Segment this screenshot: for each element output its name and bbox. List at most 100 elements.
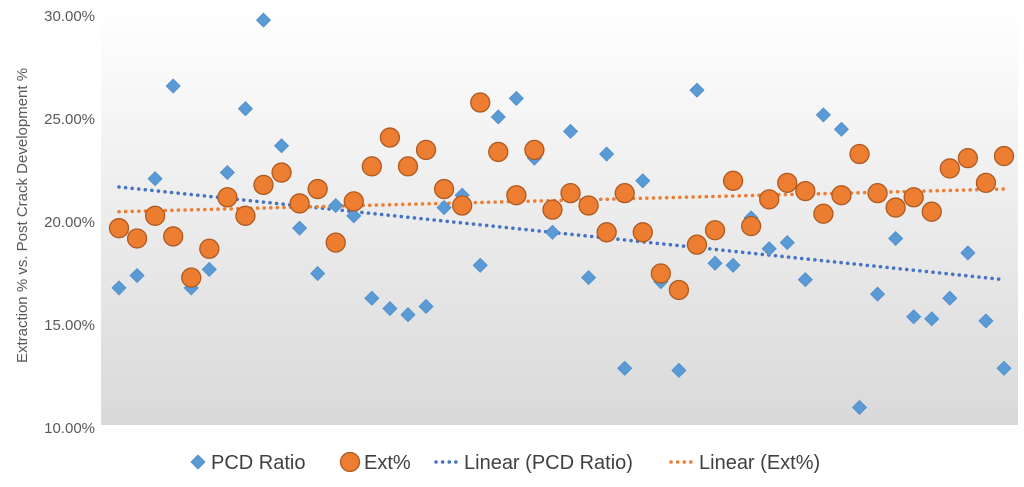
ext-percent-point	[524, 139, 545, 161]
ext-percent-point	[163, 226, 184, 247]
pcd-ratio-point	[581, 270, 597, 286]
ext-percent-point	[289, 193, 310, 214]
ext-percent-point	[578, 195, 599, 216]
trendline-ext-percent	[117, 187, 1006, 214]
pcd-ratio-point	[888, 230, 904, 247]
pcd-ratio-point	[761, 241, 777, 257]
ext-percent-point	[650, 263, 671, 284]
ext-percent-point	[126, 228, 148, 249]
ext-percent-point	[415, 139, 437, 161]
ext-percent-point	[181, 267, 202, 288]
ext-percent-point	[614, 183, 635, 204]
pcd-ratio-point	[544, 224, 561, 240]
legend-label-linear-ext-percent: Linear (Ext%)	[699, 452, 820, 474]
ext-percent-point	[397, 156, 419, 177]
y-axis-title: Extraction % vs. Post Crack Development …	[14, 68, 31, 363]
ext-percent-point	[271, 162, 292, 183]
pcd-ratio-point	[779, 235, 795, 251]
ext-percent-point	[939, 158, 960, 179]
ext-percent-point	[975, 172, 997, 194]
pcd-ratio-point	[129, 267, 145, 284]
ext-percent-point	[777, 172, 798, 194]
pcd-ratio-point	[671, 362, 687, 378]
pcd-ratio-point	[978, 313, 994, 329]
pcd-ratio-point	[924, 311, 940, 327]
ext-percent-point	[361, 156, 383, 177]
ext-percent-point	[632, 222, 653, 243]
pcd-ratio-point	[255, 12, 272, 28]
ext-percent-point	[813, 203, 834, 224]
pcd-ratio-point	[346, 208, 362, 224]
y-tick-label: 30.00%	[44, 8, 95, 25]
ext-percent-point	[921, 201, 942, 222]
pcd-ratio-point	[689, 82, 705, 98]
pcd-ratio-point	[382, 300, 398, 317]
ext-percent-point	[379, 127, 401, 148]
legend-marker-ext-percent	[339, 451, 361, 473]
pcd-ratio-point	[436, 200, 452, 216]
ext-percent-point	[722, 170, 744, 191]
ext-percent-point	[433, 178, 455, 200]
pcd-ratio-point	[364, 290, 380, 306]
ext-percent-point	[217, 187, 238, 208]
ext-percent-point	[993, 145, 1015, 167]
pcd-ratio-point	[219, 164, 235, 181]
ext-percent-point	[686, 234, 708, 255]
pcd-ratio-point	[400, 307, 416, 323]
pcd-ratio-point	[508, 90, 524, 106]
ext-percent-point	[199, 238, 220, 259]
y-axis: 10.00% 15.00% 20.00% 25.00% 30.00%	[44, 8, 95, 437]
ext-percent-point	[903, 187, 924, 208]
pcd-ratio-point	[237, 101, 253, 117]
ext-percent-point	[740, 215, 762, 237]
ext-percent-point	[759, 189, 780, 210]
pcd-ratio-point	[165, 78, 181, 94]
pcd-ratio-point	[906, 309, 922, 325]
pcd-ratio-point	[111, 280, 127, 296]
y-tick-label: 10.00%	[44, 420, 95, 437]
pcd-ratio-point	[201, 261, 217, 277]
pcd-ratio-point	[833, 121, 850, 137]
pcd-ratio-point	[418, 298, 434, 315]
ext-percent-point	[144, 205, 166, 226]
ext-percent-point	[795, 180, 816, 202]
ext-percent-point	[108, 218, 130, 239]
pcd-ratio-point	[147, 171, 163, 187]
ext-percent-point	[596, 222, 617, 243]
ext-percent-point	[452, 195, 473, 216]
pcd-ratio-point	[490, 109, 506, 125]
ext-percent-point	[253, 174, 274, 196]
series-pcd-ratio	[111, 12, 1012, 415]
pcd-ratio-point	[815, 107, 831, 123]
pcd-ratio-point	[328, 197, 344, 214]
pcd-ratio-point	[996, 360, 1012, 376]
pcd-ratio-point	[635, 173, 651, 189]
legend-label-ext-percent: Ext%	[364, 452, 411, 474]
pcd-ratio-point	[310, 265, 326, 282]
ext-percent-point	[560, 183, 581, 204]
pcd-ratio-point	[960, 245, 976, 261]
ext-percent-point	[957, 147, 979, 169]
ext-percent-point	[325, 232, 346, 253]
ext-percent-point	[704, 220, 726, 241]
y-tick-label: 25.00%	[44, 111, 95, 128]
pcd-ratio-point	[851, 399, 868, 415]
pcd-ratio-point	[562, 123, 579, 139]
ext-percent-point	[831, 185, 852, 206]
ext-percent-point	[668, 279, 690, 301]
legend-label-linear-pcd-ratio: Linear (PCD Ratio)	[464, 452, 633, 474]
pcd-ratio-point	[599, 146, 615, 162]
legend: PCD Ratio Ext% Linear (PCD Ratio) Linear (E…	[190, 451, 820, 474]
pcd-ratio-point	[472, 257, 488, 273]
trendlines	[117, 185, 1006, 282]
series-ext-percent	[108, 92, 1015, 301]
pcd-ratio-point	[707, 255, 723, 271]
ext-percent-point	[542, 199, 563, 220]
pcd-ratio-point	[292, 220, 308, 236]
pcd-ratio-point	[942, 290, 958, 306]
pcd-ratio-point	[797, 272, 813, 288]
ext-percent-point	[307, 178, 328, 200]
ext-percent-point	[506, 185, 527, 206]
